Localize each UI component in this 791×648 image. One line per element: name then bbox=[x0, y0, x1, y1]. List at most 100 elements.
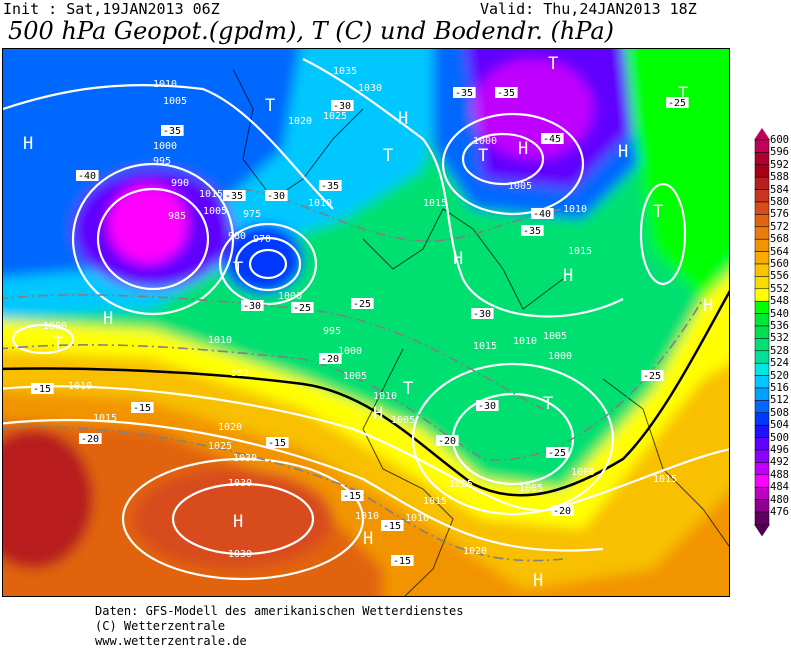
legend-swatch bbox=[754, 449, 770, 463]
isobar-label: 1010 bbox=[308, 198, 332, 209]
isotherm-label: -15 bbox=[343, 491, 361, 502]
low-pressure-marker: T bbox=[478, 146, 488, 166]
legend-label: 528 bbox=[770, 344, 789, 357]
isotherm-label: -20 bbox=[321, 354, 339, 365]
low-pressure-marker: T bbox=[653, 202, 663, 222]
footer-source: Daten: GFS-Modell des amerikanischen Wet… bbox=[95, 604, 464, 618]
isotherm-label: -30 bbox=[267, 191, 285, 202]
isotherm-label: -35 bbox=[163, 126, 181, 137]
legend-label: 500 bbox=[770, 431, 789, 444]
isobar-label: 1005 bbox=[343, 371, 367, 382]
isotherm-label: -35 bbox=[455, 88, 473, 99]
isotherm-label: -40 bbox=[533, 209, 551, 220]
legend-label: 600 bbox=[770, 134, 789, 146]
isobar-label: 1020 bbox=[288, 116, 312, 127]
isobar-label: 1010 bbox=[563, 204, 587, 215]
isobar-label: 1000 bbox=[571, 467, 595, 478]
high-pressure-marker: H bbox=[518, 139, 528, 159]
legend-swatch bbox=[754, 164, 770, 178]
isobar-label: 1000 bbox=[548, 351, 572, 362]
legend-label: 568 bbox=[770, 233, 789, 246]
legend-swatch bbox=[754, 300, 770, 314]
isobar-label: 1035 bbox=[333, 66, 357, 77]
isobar-label: 1000 bbox=[338, 346, 362, 357]
isobar-label: 1015 bbox=[423, 198, 447, 209]
legend-top-arrow bbox=[754, 128, 770, 140]
isobar-label: 1020 bbox=[218, 422, 242, 433]
isobar-label: 1000 bbox=[153, 141, 177, 152]
isotherm-label: -30 bbox=[243, 301, 261, 312]
isobar-label: 1010 bbox=[405, 513, 429, 524]
isobar-label: 995 bbox=[153, 156, 171, 167]
isobar-label: 995 bbox=[323, 326, 341, 337]
legend-swatch bbox=[754, 362, 770, 376]
footer-copyright: (C) Wetterzentrale bbox=[95, 619, 226, 633]
legend-label: 480 bbox=[770, 493, 789, 506]
legend-label: 572 bbox=[770, 220, 789, 233]
isobar-label: 1015 bbox=[423, 496, 447, 507]
legend-label: 536 bbox=[770, 320, 789, 332]
isotherm-label-box bbox=[546, 447, 569, 458]
isotherm-label: -35 bbox=[523, 226, 541, 237]
isobar-label: 970 bbox=[253, 234, 271, 245]
legend-label: 508 bbox=[770, 406, 789, 419]
isobar-label: 1000 bbox=[43, 321, 67, 332]
high-pressure-marker: H bbox=[533, 571, 543, 591]
legend-swatch bbox=[754, 499, 770, 513]
isotherm-label: -15 bbox=[383, 521, 401, 532]
legend-swatch bbox=[754, 176, 770, 190]
low-pressure-marker: T bbox=[53, 334, 63, 354]
legend-swatch bbox=[754, 437, 770, 451]
isotherm-label: -25 bbox=[293, 303, 311, 314]
isotherm-label: -35 bbox=[321, 181, 339, 192]
isotherm-label-box bbox=[351, 298, 374, 309]
legend-swatch bbox=[754, 325, 770, 339]
isotherm-label-box bbox=[265, 190, 288, 201]
isobar-label: 1025 bbox=[323, 111, 347, 122]
legend-swatch bbox=[754, 214, 770, 228]
isotherm-label-box bbox=[79, 433, 102, 444]
legend-label: 492 bbox=[770, 456, 789, 469]
isobars bbox=[3, 58, 729, 581]
isotherm-label: -20 bbox=[553, 506, 571, 517]
isobar-label: 980 bbox=[228, 231, 246, 242]
isobar-label: 1030 bbox=[228, 549, 252, 560]
isotherm-label-box bbox=[223, 190, 246, 201]
isotherm-label: -20 bbox=[81, 434, 99, 445]
legend-label: 556 bbox=[770, 270, 789, 283]
isotherm-label: -35 bbox=[225, 191, 243, 202]
legend-swatch bbox=[754, 424, 770, 438]
isotherm-label: -30 bbox=[478, 401, 496, 412]
isobar-label: 1015 bbox=[93, 413, 117, 424]
isotherm-label-box bbox=[541, 133, 564, 144]
legend-label: 560 bbox=[770, 258, 789, 270]
isobar-label: 1005 bbox=[508, 181, 532, 192]
legend-swatch bbox=[754, 412, 770, 426]
low-pressure-marker: T bbox=[543, 394, 553, 414]
legend-swatch bbox=[754, 511, 770, 525]
low-pressure-marker: T bbox=[233, 259, 243, 279]
isotherm-label-box bbox=[531, 208, 554, 219]
legend-label: 484 bbox=[770, 481, 789, 494]
isotherm-label-box bbox=[381, 520, 404, 531]
legend-swatch bbox=[754, 238, 770, 252]
footer-url: www.wetterzentrale.de bbox=[95, 634, 247, 648]
isotherm-label: -25 bbox=[668, 98, 686, 109]
isotherm-label-box bbox=[331, 100, 354, 111]
isobar-label: 1020 bbox=[463, 546, 487, 557]
isotherm-label: -25 bbox=[548, 448, 566, 459]
legend-label: 548 bbox=[770, 295, 789, 308]
legend-label: 588 bbox=[770, 171, 789, 184]
legend-label: 524 bbox=[770, 357, 789, 370]
isobar-label: 1005 bbox=[391, 415, 415, 426]
isobar-label: 1015 bbox=[199, 189, 223, 200]
high-pressure-marker: H bbox=[703, 296, 713, 316]
legend-swatch bbox=[754, 201, 770, 215]
isobar-label: 1025 bbox=[449, 479, 473, 490]
isotherm-label-box bbox=[436, 435, 459, 446]
isobar-label: 1010 bbox=[513, 336, 537, 347]
high-pressure-marker: H bbox=[453, 249, 463, 269]
isobar-label: 1025 bbox=[208, 441, 232, 452]
isotherm-label-box bbox=[453, 87, 476, 98]
legend-swatch bbox=[754, 152, 770, 166]
